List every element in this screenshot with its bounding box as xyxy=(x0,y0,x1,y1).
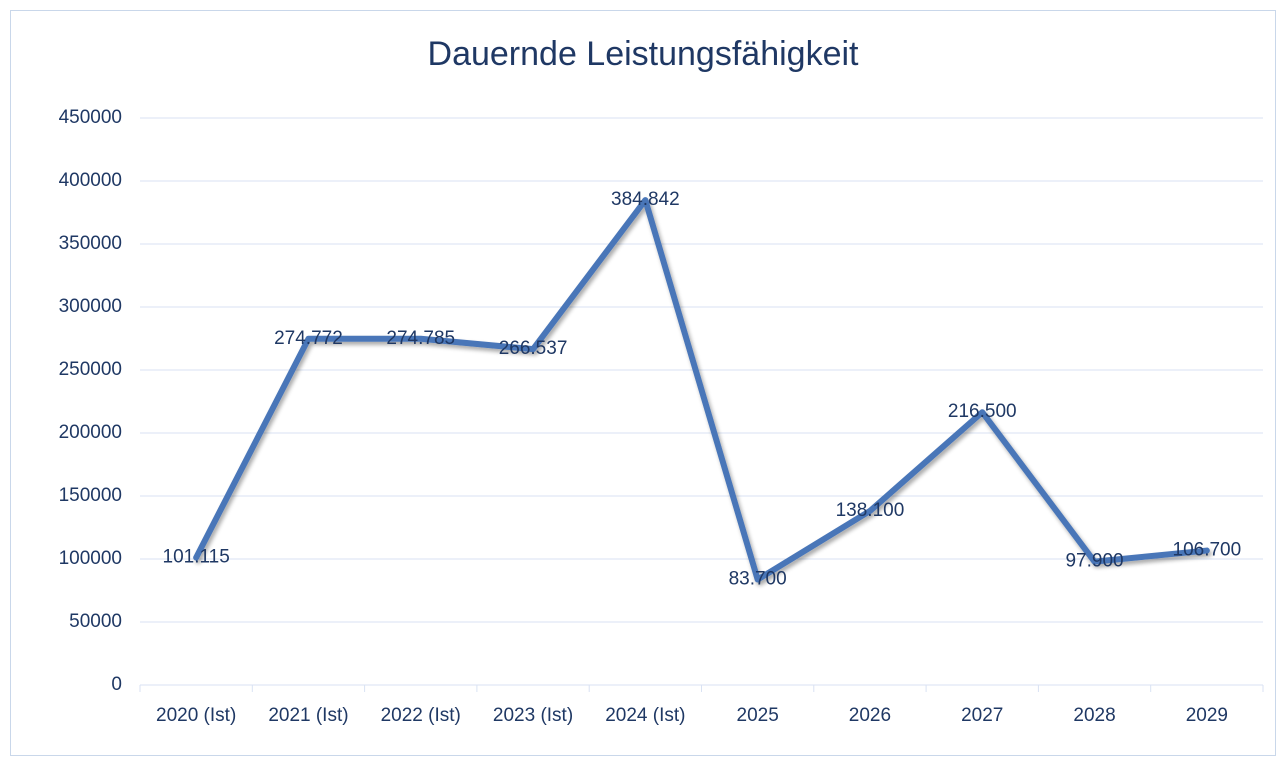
x-tick-label: 2026 xyxy=(849,705,891,726)
x-tick-label: 2024 (Ist) xyxy=(605,705,685,726)
data-label: 384.842 xyxy=(611,189,680,210)
y-tick-label: 400000 xyxy=(59,170,122,191)
chart-title: Dauernde Leistungsfähigkeit xyxy=(428,35,860,73)
x-tick-label: 2021 (Ist) xyxy=(268,705,348,726)
x-tick-label: 2028 xyxy=(1073,705,1115,726)
data-label: 106.700 xyxy=(1173,540,1242,561)
data-label: 83.700 xyxy=(729,569,787,590)
x-tick-label: 2023 (Ist) xyxy=(493,705,573,726)
x-tick-label: 2027 xyxy=(961,705,1003,726)
data-label: 274.785 xyxy=(386,328,455,349)
y-tick-label: 450000 xyxy=(59,107,122,128)
x-tick-label: 2025 xyxy=(737,705,779,726)
data-label: 97.900 xyxy=(1065,551,1123,572)
line xyxy=(193,197,1210,583)
data-label: 101.115 xyxy=(163,547,230,568)
y-tick-label: 350000 xyxy=(59,233,122,254)
data-label: 216.500 xyxy=(948,401,1017,422)
chart-frame xyxy=(10,10,1276,756)
data-label: 266.537 xyxy=(499,338,568,359)
y-tick-label: 150000 xyxy=(59,485,122,506)
data-label: 138.100 xyxy=(836,500,905,521)
y-tick-label: 200000 xyxy=(59,422,122,443)
y-tick-label: 300000 xyxy=(59,296,122,317)
y-tick-label: 50000 xyxy=(69,611,122,632)
y-tick-label: 0 xyxy=(111,674,122,695)
data-label: 274.772 xyxy=(274,328,343,349)
y-tick-label: 100000 xyxy=(59,548,122,569)
y-tick-label: 250000 xyxy=(59,359,122,380)
x-tick-label: 2022 (Ist) xyxy=(381,705,461,726)
x-tick-label: 2020 (Ist) xyxy=(156,705,236,726)
x-tick-label: 2029 xyxy=(1186,705,1228,726)
